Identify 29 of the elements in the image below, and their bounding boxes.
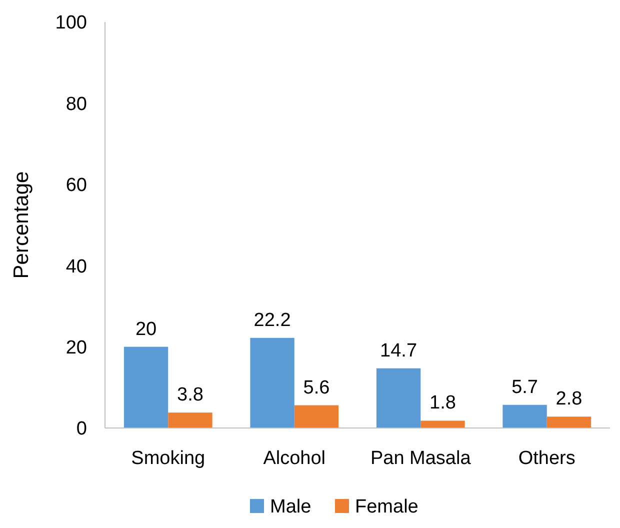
data-label: 22.2	[254, 310, 291, 331]
y-tick-label: 100	[55, 12, 87, 34]
y-axis-title: Percentage	[10, 171, 33, 279]
legend-label: Male	[270, 496, 312, 518]
data-label: 5.6	[303, 377, 330, 398]
data-label: 20	[135, 318, 157, 340]
data-label: 2.8	[556, 388, 582, 410]
x-tick-label: Alcohol	[263, 448, 326, 469]
data-label: 14.7	[380, 340, 418, 362]
x-tick-label: Pan Masala	[370, 448, 472, 469]
y-tick-label: 0	[76, 418, 87, 440]
bar	[250, 338, 294, 428]
y-tick-label: 80	[66, 94, 87, 115]
bar	[502, 404, 547, 428]
y-tick-label: 20	[66, 337, 87, 358]
legend-label: Female	[355, 496, 418, 518]
bar	[124, 346, 168, 428]
bar	[420, 420, 465, 428]
x-tick-label: Others	[518, 448, 576, 469]
data-label: 5.7	[512, 376, 538, 398]
bar	[376, 368, 421, 428]
bar	[294, 405, 339, 428]
bar	[546, 416, 592, 428]
data-label: 1.8	[430, 392, 456, 414]
bar	[168, 412, 212, 428]
y-tick-label: 40	[66, 256, 87, 278]
data-label: 3.8	[177, 384, 204, 406]
x-tick-label: Smoking	[131, 448, 206, 469]
y-tick-label: 60	[66, 175, 87, 196]
